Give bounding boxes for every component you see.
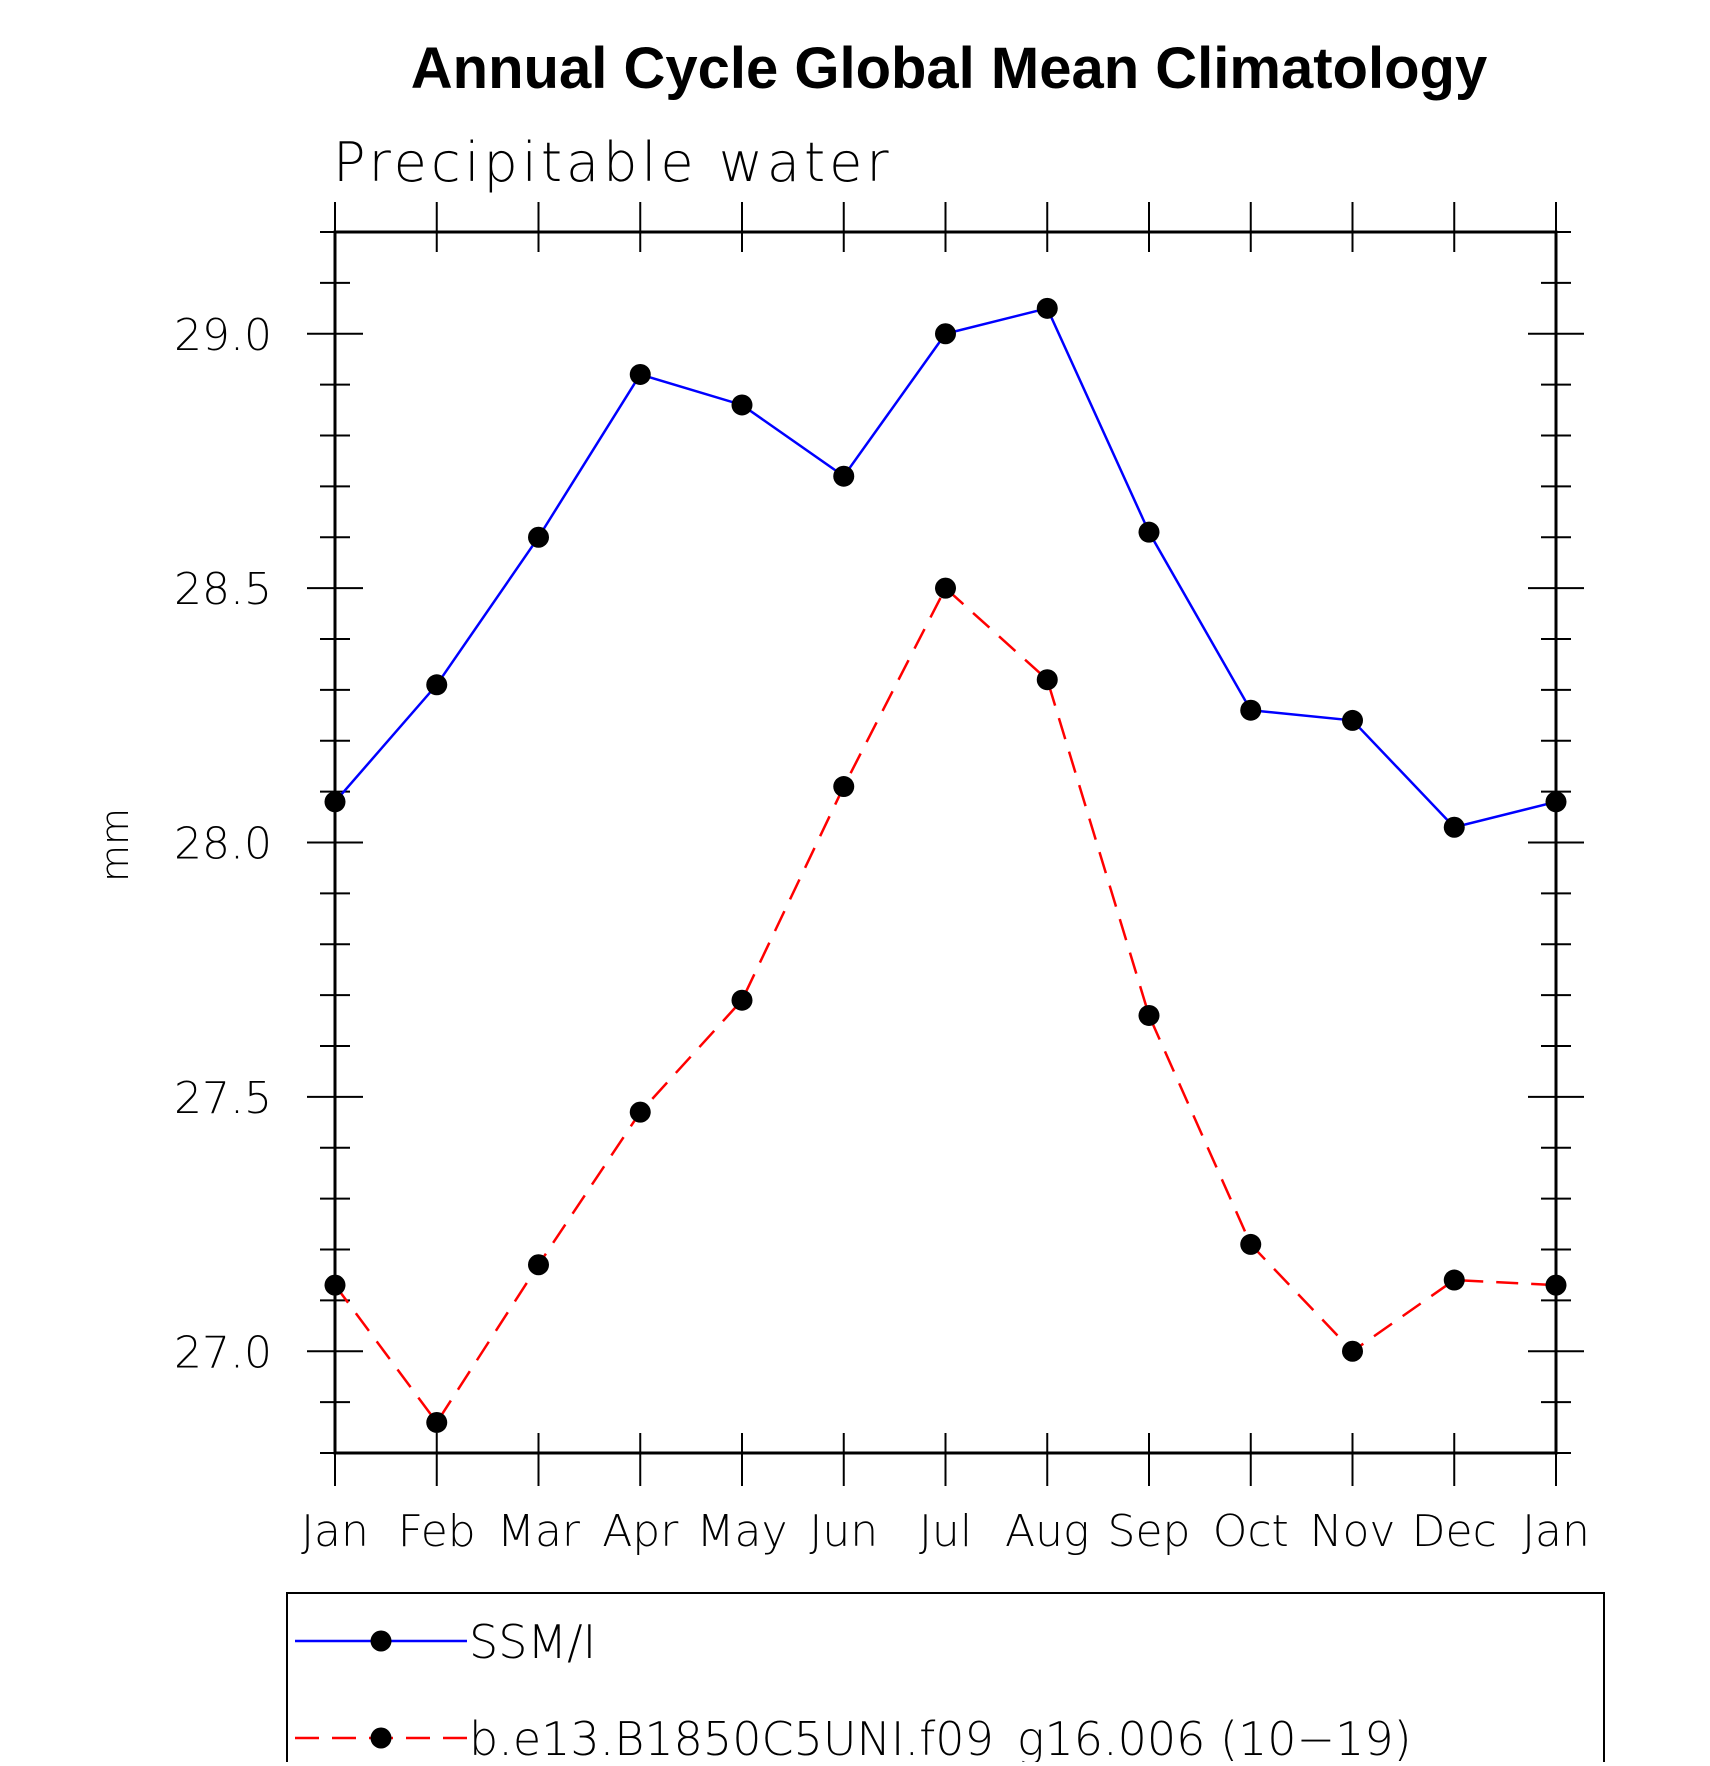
x-tick-label: Jun <box>809 1506 878 1557</box>
series-1-point <box>1138 521 1160 543</box>
series-1-point <box>426 674 448 696</box>
legend-marker-2 <box>370 1727 392 1749</box>
series-line-1 <box>334 306 1557 829</box>
series-2-point <box>629 1101 651 1123</box>
series-1-point <box>528 526 549 548</box>
x-tick-label: Nov <box>1310 1506 1396 1557</box>
series-1-point <box>1443 816 1465 838</box>
x-tick-label: Feb <box>398 1506 476 1557</box>
y-tick-label: 28.5 <box>174 564 272 615</box>
chart-subtitle: Precipitable water <box>333 131 893 194</box>
legend-box <box>286 1592 1605 1766</box>
legend-label-1: SSM/I <box>469 1615 596 1669</box>
series-2-point <box>1138 1004 1160 1026</box>
x-tick-label: Jan <box>301 1506 369 1557</box>
x-tick-label: Apr <box>602 1506 679 1557</box>
series-1-point <box>833 465 855 487</box>
series-1-point <box>324 791 346 813</box>
series-1-point <box>1036 297 1058 319</box>
series-1-point <box>1545 791 1567 813</box>
x-tick-label: Jul <box>919 1506 972 1557</box>
legend-label-2: b.e13.B1850C5UNI.f09_g16.006 (10−19) <box>469 1712 1412 1762</box>
y-tick-label: 29.0 <box>174 310 272 361</box>
x-tick-label: Aug <box>1005 1506 1089 1557</box>
legend: SSM/I b.e13.B1850C5UNI.f09_g16.006 (10−19… <box>286 1592 1605 1766</box>
x-tick-label: Oct <box>1213 1506 1289 1557</box>
x-tick-label: May <box>697 1506 788 1557</box>
series-1-point <box>1240 699 1262 721</box>
y-tick-label: 27.5 <box>174 1073 272 1124</box>
series-1-point <box>935 323 956 345</box>
x-tick-label: Jan <box>1522 1506 1590 1557</box>
series-2-point <box>833 776 855 798</box>
y-tick-label: 27.0 <box>174 1327 272 1378</box>
series-2-point <box>528 1254 549 1276</box>
y-axis-label: mm <box>93 808 137 882</box>
series-layer <box>324 297 1567 1433</box>
y-tick-labels: 27.0 27.5 28.0 28.5 29.0 <box>174 310 272 1379</box>
x-tick-label: Sep <box>1108 1506 1191 1557</box>
series-2-point <box>1240 1233 1262 1255</box>
legend-marker-1 <box>370 1630 392 1652</box>
plot-frame <box>307 202 1584 1486</box>
x-tick-label: Mar <box>497 1506 581 1557</box>
series-1-point <box>731 394 753 416</box>
series-2-point <box>935 577 956 599</box>
series-2-point <box>426 1411 448 1433</box>
series-1-point <box>1342 709 1363 731</box>
plot-border <box>333 230 1558 1455</box>
y-tick-label: 28.0 <box>174 819 272 870</box>
chart-title: Annual Cycle Global Mean Climatology <box>411 36 1487 101</box>
series-2-point <box>731 989 753 1011</box>
legend-entries: SSM/I b.e13.B1850C5UNI.f09_g16.006 (10−19… <box>295 1615 1412 1766</box>
series-1-point <box>629 363 651 385</box>
series-2-point <box>324 1274 346 1296</box>
x-tick-label: Dec <box>1412 1506 1497 1557</box>
series-2-point <box>1342 1340 1363 1362</box>
series-line-2 <box>333 586 1557 1425</box>
series-2-point <box>1443 1269 1465 1291</box>
series-2-point <box>1036 669 1058 691</box>
series-2-point <box>1545 1274 1567 1296</box>
x-tick-labels: Jan Feb Mar Apr May Jun Jul Aug Sep Oct Nov Dec Jan <box>301 1506 1590 1557</box>
